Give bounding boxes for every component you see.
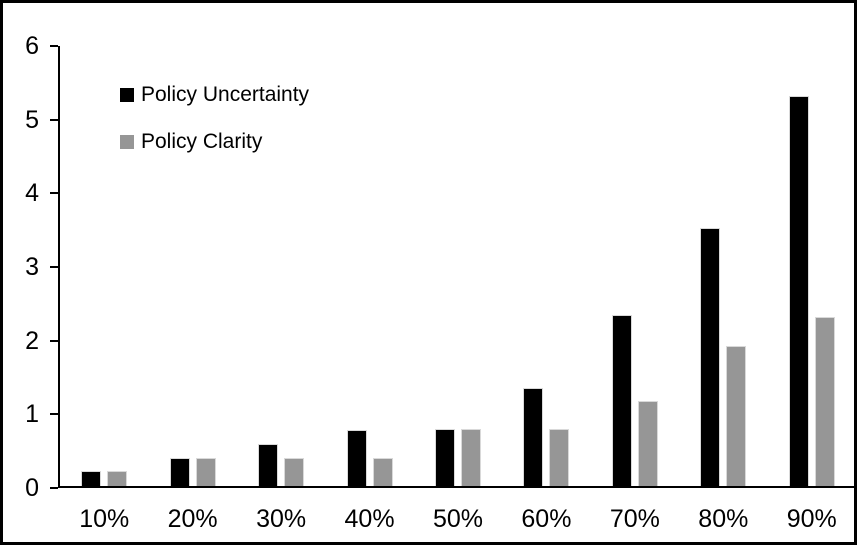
y-tick-0 (50, 487, 58, 489)
x-axis-label-50%: 50% (432, 505, 483, 533)
bar-group-90% (768, 46, 854, 486)
y-axis-label-3: 3 (25, 253, 39, 281)
bar-policy-uncertainty-90% (788, 95, 809, 486)
bar-policy-clarity-70% (637, 401, 658, 486)
bar-policy-uncertainty-70% (611, 315, 632, 486)
y-tick-2 (50, 339, 58, 342)
legend-swatch-policy-clarity-icon (120, 135, 134, 149)
bar-policy-clarity-60% (549, 429, 570, 486)
bar-policy-clarity-90% (814, 316, 835, 486)
y-tick-1 (50, 413, 58, 416)
bar-group-40% (325, 46, 413, 486)
bar-policy-uncertainty-50% (434, 429, 455, 486)
x-axis-label-40%: 40% (344, 505, 395, 533)
y-axis-label-4: 4 (25, 179, 39, 208)
bar-policy-clarity-80% (726, 346, 747, 486)
bar-policy-uncertainty-30% (258, 444, 279, 486)
bar-policy-uncertainty-40% (346, 430, 367, 486)
bar-policy-clarity-40% (372, 458, 393, 486)
bar-policy-uncertainty-10% (81, 471, 102, 486)
bar-group-20% (148, 46, 236, 486)
x-axis-label-90%: 90% (786, 505, 837, 533)
legend-item-policy-uncertainty: Policy Uncertainty (120, 83, 310, 106)
y-tick-5 (50, 118, 58, 121)
bar-policy-clarity-20% (195, 458, 216, 486)
y-tick-3 (50, 266, 58, 268)
y-tick-6 (50, 45, 58, 47)
x-axis-label-20%: 20% (167, 505, 218, 533)
bar-group-70% (591, 46, 679, 486)
bar-policy-uncertainty-60% (523, 388, 544, 486)
legend-swatch-policy-uncertainty-icon (120, 88, 134, 102)
bars-layer (60, 46, 854, 486)
x-axis-label-10%: 10% (79, 505, 130, 533)
y-axis-label-0: 0 (25, 474, 39, 502)
y-axis-label-1: 1 (25, 400, 39, 429)
bar-group-80% (679, 46, 767, 486)
plot-area (58, 46, 854, 488)
bar-group-60% (502, 46, 590, 486)
bar-group-30% (237, 46, 325, 486)
bar-policy-clarity-30% (284, 458, 305, 486)
bar-group-10% (60, 46, 148, 486)
x-axis-label-80%: 80% (698, 505, 749, 533)
legend-label-policy-clarity: Policy Clarity (141, 130, 263, 153)
bar-policy-clarity-50% (460, 429, 481, 486)
y-axis-label-6: 6 (25, 32, 39, 60)
bar-policy-uncertainty-20% (169, 458, 190, 486)
x-axis-label-70%: 70% (609, 505, 660, 533)
y-axis-label-2: 2 (25, 326, 39, 355)
y-axis-label-5: 5 (25, 105, 39, 134)
legend-item-policy-clarity: Policy Clarity (120, 130, 309, 153)
y-tick-4 (50, 192, 58, 195)
bar-policy-uncertainty-80% (700, 228, 721, 486)
x-axis-label-30%: 30% (256, 505, 307, 533)
x-axis-label-60%: 60% (521, 505, 572, 533)
bar-group-50% (414, 46, 502, 486)
bar-policy-clarity-10% (107, 471, 128, 486)
legend-label-policy-uncertainty: Policy Uncertainty (141, 83, 310, 106)
legend: Policy Uncertainty Policy Clarity (120, 83, 310, 178)
